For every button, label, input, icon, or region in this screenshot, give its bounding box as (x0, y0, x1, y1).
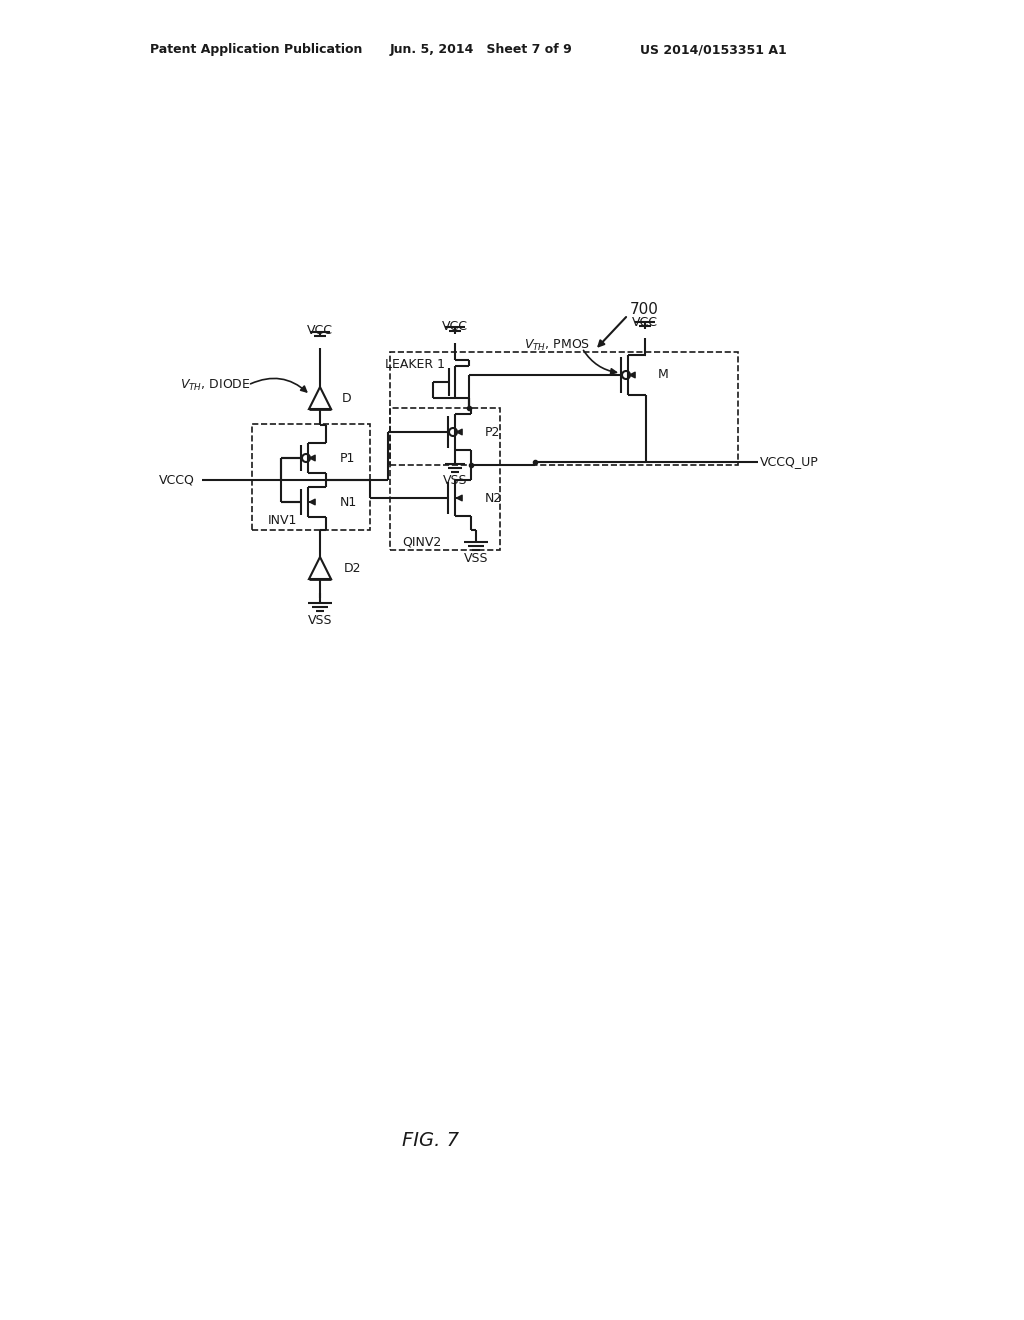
Text: FIG. 7: FIG. 7 (401, 1130, 459, 1150)
Text: US 2014/0153351 A1: US 2014/0153351 A1 (640, 44, 786, 57)
Text: LEAKER 1: LEAKER 1 (385, 359, 445, 371)
Text: INV1: INV1 (267, 513, 297, 527)
Text: VCC: VCC (632, 315, 658, 329)
Text: N2: N2 (485, 491, 502, 504)
Text: N1: N1 (340, 495, 357, 508)
Text: VCCQ_UP: VCCQ_UP (760, 455, 819, 469)
Text: VSS: VSS (464, 552, 488, 565)
Text: VCC: VCC (307, 323, 333, 337)
Text: 700: 700 (630, 302, 658, 318)
Bar (390, 352, 738, 465)
Text: VSS: VSS (442, 474, 467, 487)
Text: QINV2: QINV2 (402, 536, 441, 549)
Text: Jun. 5, 2014   Sheet 7 of 9: Jun. 5, 2014 Sheet 7 of 9 (390, 44, 572, 57)
Text: VSS: VSS (308, 614, 332, 627)
Text: P1: P1 (340, 451, 355, 465)
Text: P2: P2 (485, 425, 501, 438)
Text: D2: D2 (344, 561, 361, 574)
Text: VCC: VCC (442, 321, 468, 334)
Bar (252, 424, 370, 531)
Text: $V_{TH}$, DIODE: $V_{TH}$, DIODE (180, 378, 251, 392)
Text: M: M (658, 368, 669, 381)
Text: Patent Application Publication: Patent Application Publication (150, 44, 362, 57)
Bar (390, 408, 500, 550)
Text: $V_{TH}$, PMOS: $V_{TH}$, PMOS (524, 338, 590, 352)
Text: VCCQ: VCCQ (159, 474, 195, 487)
Text: D: D (342, 392, 351, 404)
